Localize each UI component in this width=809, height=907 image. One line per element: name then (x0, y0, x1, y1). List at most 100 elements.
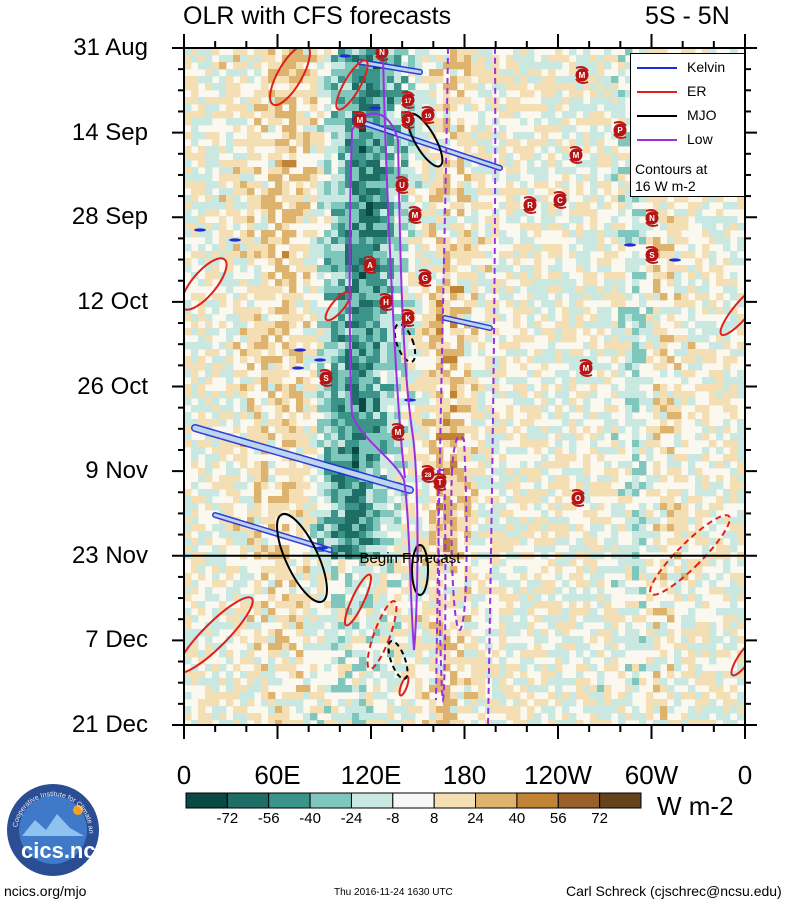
olr-cell (310, 615, 318, 623)
olr-cell (737, 419, 745, 427)
olr-cell (359, 251, 367, 259)
olr-cell (310, 335, 318, 343)
olr-cell (219, 167, 227, 175)
olr-cell (436, 265, 444, 273)
olr-cell (373, 265, 381, 273)
olr-cell (296, 510, 304, 518)
olr-cell (422, 433, 430, 441)
olr-cell (653, 279, 661, 287)
olr-cell (695, 524, 703, 532)
olr-cell (513, 216, 521, 224)
olr-cell (492, 440, 500, 448)
olr-cell (310, 258, 318, 266)
olr-cell (492, 265, 500, 273)
olr-cell (499, 363, 507, 371)
olr-cell (562, 328, 570, 336)
olr-cell (226, 188, 234, 196)
olr-cell (254, 55, 262, 63)
olr-cell (485, 363, 493, 371)
olr-cell (387, 342, 395, 350)
olr-cell (646, 433, 654, 441)
olr-cell (457, 195, 465, 203)
olr-cell (576, 230, 584, 238)
olr-cell (436, 244, 444, 252)
olr-cell (639, 398, 647, 406)
olr-cell (338, 412, 346, 420)
olr-cell (198, 293, 206, 301)
olr-cell (275, 174, 283, 182)
olr-cell (359, 636, 367, 644)
olr-cell (632, 608, 640, 616)
olr-cell (653, 391, 661, 399)
olr-cell (296, 524, 304, 532)
olr-cell (527, 244, 535, 252)
olr-cell (345, 398, 353, 406)
olr-cell (499, 104, 507, 112)
olr-cell (625, 608, 633, 616)
olr-cell (366, 321, 374, 329)
olr-cell (247, 517, 255, 525)
olr-cell (373, 489, 381, 497)
olr-cell (541, 377, 549, 385)
olr-cell (331, 181, 339, 189)
olr-cell (464, 76, 472, 84)
olr-cell (534, 118, 542, 126)
olr-cell (366, 356, 374, 364)
olr-cell (611, 391, 619, 399)
olr-cell (590, 363, 598, 371)
olr-cell (338, 69, 346, 77)
olr-cell (667, 615, 675, 623)
olr-cell (471, 650, 479, 658)
olr-cell (317, 139, 325, 147)
olr-cell (268, 272, 276, 280)
olr-cell (184, 202, 192, 210)
olr-cell (352, 482, 360, 490)
olr-cell (373, 398, 381, 406)
olr-cell (569, 594, 577, 602)
olr-cell (233, 587, 241, 595)
olr-cell (681, 321, 689, 329)
olr-cell (513, 69, 521, 77)
olr-cell (583, 272, 591, 280)
olr-cell (317, 636, 325, 644)
olr-cell (191, 559, 199, 567)
olr-cell (625, 468, 633, 476)
olr-cell (737, 636, 745, 644)
olr-cell (408, 181, 416, 189)
olr-cell (716, 517, 724, 525)
olr-cell (345, 349, 353, 357)
olr-cell (247, 286, 255, 294)
olr-cell (450, 503, 458, 511)
olr-cell (737, 559, 745, 567)
olr-cell (436, 125, 444, 133)
olr-cell (457, 328, 465, 336)
olr-cell (324, 314, 332, 322)
olr-cell (268, 384, 276, 392)
olr-cell (506, 111, 514, 119)
olr-cell (345, 118, 353, 126)
olr-cell (324, 482, 332, 490)
olr-cell (205, 636, 213, 644)
olr-cell (499, 69, 507, 77)
olr-cell (345, 125, 353, 133)
olr-cell (184, 265, 192, 273)
olr-cell (688, 328, 696, 336)
olr-cell (604, 118, 612, 126)
olr-cell (247, 468, 255, 476)
olr-cell (254, 202, 262, 210)
olr-cell (394, 69, 402, 77)
olr-cell (303, 503, 311, 511)
olr-cell (541, 167, 549, 175)
olr-cell (226, 384, 234, 392)
olr-cell (184, 587, 192, 595)
olr-cell (205, 328, 213, 336)
olr-cell (233, 328, 241, 336)
olr-cell (478, 202, 486, 210)
olr-cell (303, 391, 311, 399)
olr-cell (639, 615, 647, 623)
olr-cell (576, 524, 584, 532)
olr-cell (352, 272, 360, 280)
olr-cell (366, 615, 374, 623)
olr-cell (646, 475, 654, 483)
olr-cell (240, 230, 248, 238)
